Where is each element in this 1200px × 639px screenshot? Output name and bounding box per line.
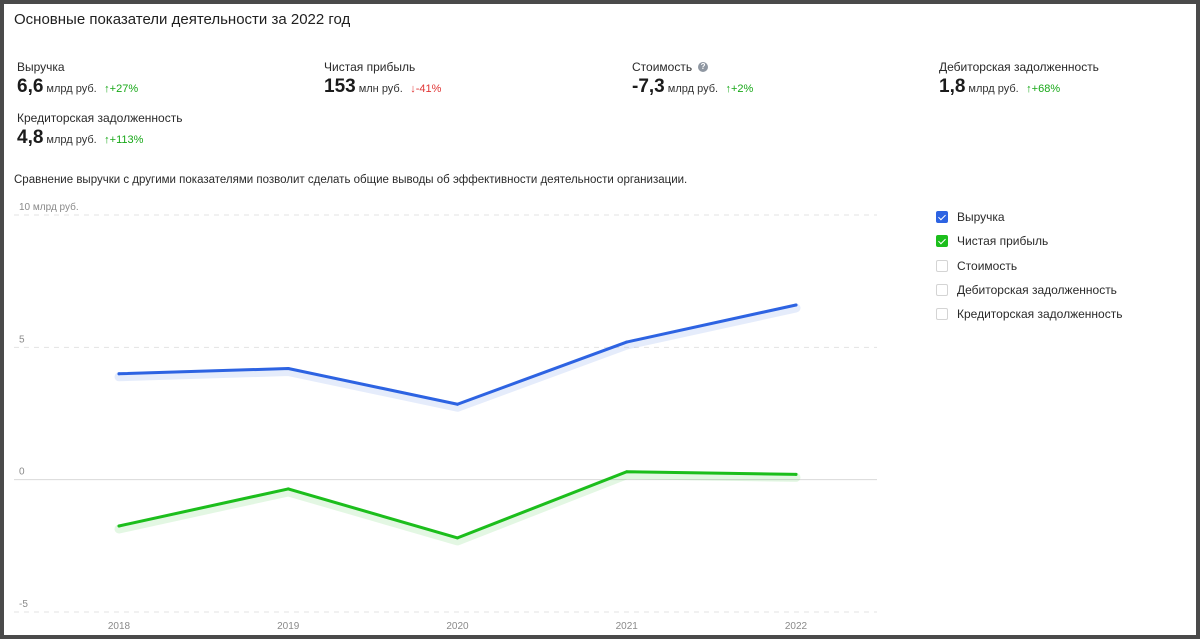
x-tick-label: 2020 [446,621,469,632]
legend-checkbox[interactable] [936,284,948,297]
legend-checkbox[interactable] [936,235,948,248]
line-chart: 10 млрд руб. 5 0 -5 2018 2019 2020 2021 2022 [14,201,877,632]
legend-item[interactable]: Кредиторская задолженность [936,302,1122,326]
metric-label: Чистая прибыль [324,60,416,74]
data-point [286,367,290,371]
metric-label: Стоимость [632,60,693,74]
metric-cost: Стоимость ? -7,3 млрд руб. ↑+2% [632,60,753,99]
metric-change: ↑+113% [104,134,144,146]
chart-legend: Выручка Чистая прибыль Стоимость Дебиторска… [936,205,1122,326]
legend-item[interactable]: Дебиторская задолженность [936,278,1122,302]
metric-value: 1,8 [939,76,966,97]
series-shadow [114,303,801,412]
y-tick-label: -5 [19,599,28,610]
y-tick-label: 5 [19,334,25,345]
metric-value: 153 [324,76,356,97]
data-point [286,487,290,491]
data-point [625,470,629,474]
series-shadow [114,470,801,546]
legend-checkbox[interactable] [936,308,948,321]
data-point [456,536,459,540]
legend-label: Чистая прибыль [957,234,1049,249]
x-tick-label: 2022 [785,621,808,632]
series-line [117,303,798,406]
page-title: Основные показатели деятельности за 2022… [14,11,351,28]
metric-value: 4,8 [17,127,44,148]
y-tick-label: 10 млрд руб. [19,201,79,213]
metric-unit: млрд руб. [46,134,97,146]
metric-value: -7,3 [632,76,665,97]
legend-item[interactable]: Чистая прибыль [936,229,1122,253]
series-line [117,470,798,540]
metric-label: Выручка [17,60,65,74]
metric-label: Кредиторская задолженность [17,111,183,125]
metric-unit: млн руб. [358,83,403,95]
y-tick-label: 0 [19,467,25,478]
data-point [456,402,459,406]
data-point [117,372,121,376]
metric-change: ↑+2% [725,83,754,95]
metric-unit: млрд руб. [968,83,1019,95]
metric-change: ↑+68% [1026,83,1061,95]
legend-checkbox[interactable] [936,259,948,272]
x-tick-label: 2018 [108,621,131,632]
legend-label: Стоимость [957,258,1018,273]
metric-payables: Кредиторская задолженность 4,8 млрд руб. … [17,111,182,150]
metric-revenue: Выручка 6,6 млрд руб. ↑+27% [17,60,138,99]
data-point [117,524,121,528]
metric-change: ↓-41% [410,83,442,95]
data-point [794,472,798,476]
x-tick-label: 2019 [277,621,300,632]
metric-unit: млрд руб. [667,83,719,95]
question-circle-icon[interactable]: ? [698,62,709,72]
metric-change: ↑+27% [104,83,139,95]
metric-label: Дебиторская задолженность [939,60,1099,74]
legend-label: Дебиторская задолженность [957,283,1117,298]
metric-receivables: Дебиторская задолженность 1,8 млрд руб. ↑… [939,60,1099,99]
legend-item[interactable]: Выручка [936,205,1122,229]
data-point [625,340,629,344]
legend-label: Кредиторская задолженность [957,307,1123,322]
metric-net-profit: Чистая прибыль 153 млн руб. ↓-41% [324,60,441,99]
chart-description: Сравнение выручки с другими показателями… [14,174,688,186]
x-tick-label: 2021 [616,621,639,632]
data-point [794,303,798,307]
metric-value: 6,6 [17,76,44,97]
legend-label: Выручка [957,210,1005,225]
legend-checkbox[interactable] [936,211,948,224]
legend-item[interactable]: Стоимость [936,254,1122,278]
metric-unit: млрд руб. [46,83,97,95]
